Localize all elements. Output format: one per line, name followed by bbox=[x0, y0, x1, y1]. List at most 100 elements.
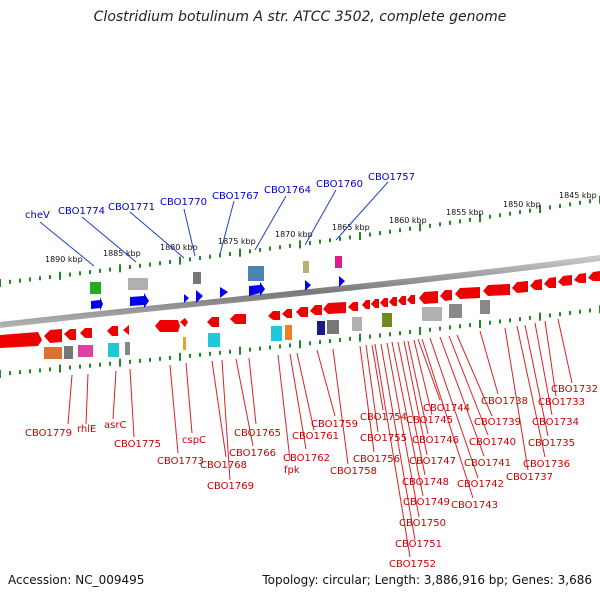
gene-label-CBO1737[interactable]: CBO1737 bbox=[506, 472, 553, 483]
forward-gene-arrow[interactable] bbox=[91, 297, 103, 311]
gene-label-CBO1736[interactable]: CBO1736 bbox=[523, 459, 570, 470]
reverse-gene-arrow[interactable] bbox=[407, 295, 415, 304]
gene-label-CBO1757[interactable]: CBO1757 bbox=[368, 172, 415, 183]
kbp-label: 1845 kbp bbox=[559, 191, 597, 200]
forward-gene-arrow[interactable] bbox=[249, 282, 265, 296]
reverse-gene-arrow[interactable] bbox=[230, 314, 246, 324]
reverse-gene-arrow[interactable] bbox=[207, 317, 219, 327]
forward-gene-arrow[interactable] bbox=[196, 290, 203, 303]
upper-scale-track bbox=[0, 195, 600, 287]
forward-gene-arrow[interactable] bbox=[184, 294, 189, 303]
reverse-feature-boxes bbox=[44, 300, 490, 359]
gene-label-CBO1740[interactable]: CBO1740 bbox=[469, 437, 516, 448]
gene-label-CBO1742[interactable]: CBO1742 bbox=[457, 479, 504, 490]
gene-label-CBO1764[interactable]: CBO1764 bbox=[264, 185, 311, 196]
lower-scale-track bbox=[0, 305, 600, 378]
feature-box bbox=[183, 337, 186, 350]
feature-box bbox=[271, 326, 282, 341]
reverse-gene-arrow[interactable] bbox=[544, 277, 556, 288]
gene-label-CBO1750[interactable]: CBO1750 bbox=[399, 518, 446, 529]
reverse-gene-arrow[interactable] bbox=[455, 287, 480, 299]
kbp-label: 1865 kbp bbox=[332, 223, 370, 232]
gene-label-cspC[interactable]: cspC bbox=[182, 435, 206, 446]
gene-label-CBO1743[interactable]: CBO1743 bbox=[451, 500, 498, 511]
gene-label-CBO1759[interactable]: CBO1759 bbox=[311, 419, 358, 430]
gene-label-CBO1734[interactable]: CBO1734 bbox=[532, 417, 579, 428]
reverse-gene-arrow[interactable] bbox=[0, 332, 42, 348]
gene-label-CBO1754[interactable]: CBO1754 bbox=[360, 412, 407, 423]
gene-label-CBO1732[interactable]: CBO1732 bbox=[551, 384, 598, 395]
reverse-gene-arrow[interactable] bbox=[44, 329, 62, 343]
gene-label-CBO1769[interactable]: CBO1769 bbox=[207, 481, 254, 492]
reverse-gene-arrow[interactable] bbox=[348, 302, 358, 311]
reverse-gene-arrow[interactable] bbox=[323, 302, 346, 314]
reverse-gene-arrow[interactable] bbox=[155, 320, 180, 332]
gene-label-CBO1773[interactable]: CBO1773 bbox=[157, 456, 204, 467]
forward-gene-arrow[interactable] bbox=[130, 293, 149, 308]
gene-label-CBO1761[interactable]: CBO1761 bbox=[292, 431, 339, 442]
feature-box bbox=[128, 278, 148, 290]
gene-label-CBO1751[interactable]: CBO1751 bbox=[395, 539, 442, 550]
reverse-gene-arrow[interactable] bbox=[389, 297, 397, 306]
gene-label-CBO1752[interactable]: CBO1752 bbox=[389, 559, 436, 570]
reverse-gene-arrow[interactable] bbox=[371, 299, 379, 308]
gene-label-fpk[interactable]: fpk bbox=[284, 465, 300, 476]
gene-label-CBO1768[interactable]: CBO1768 bbox=[200, 460, 247, 471]
reverse-gene-arrow[interactable] bbox=[398, 296, 406, 305]
gene-label-CBO1770[interactable]: CBO1770 bbox=[160, 197, 207, 208]
gene-label-CBO1741[interactable]: CBO1741 bbox=[464, 458, 511, 469]
reverse-gene-arrow[interactable] bbox=[268, 311, 280, 320]
gene-label-CBO1774[interactable]: CBO1774 bbox=[58, 206, 105, 217]
reverse-gene-arrow[interactable] bbox=[310, 305, 322, 315]
kbp-label: 1875 kbp bbox=[218, 237, 256, 246]
gene-label-asrC[interactable]: asrC bbox=[104, 420, 126, 431]
reverse-gene-arrow[interactable] bbox=[588, 271, 600, 281]
reverse-gene-arrow[interactable] bbox=[512, 281, 528, 293]
reverse-gene-labels: CBO1779 rhlE asrC CBO1775 CBO1773 cspC C… bbox=[25, 384, 598, 570]
gene-label-CBO1738[interactable]: CBO1738 bbox=[481, 396, 528, 407]
gene-label-CBO1746[interactable]: CBO1746 bbox=[412, 435, 459, 446]
gene-label-CBO1735[interactable]: CBO1735 bbox=[528, 438, 575, 449]
reverse-gene-arrow[interactable] bbox=[123, 325, 129, 335]
gene-label-CBO1748[interactable]: CBO1748 bbox=[402, 477, 449, 488]
gene-label-CBO1733[interactable]: CBO1733 bbox=[538, 397, 585, 408]
reverse-gene-arrow[interactable] bbox=[530, 279, 542, 290]
gene-label-CBO1760[interactable]: CBO1760 bbox=[316, 179, 363, 190]
gene-label-CBO1771[interactable]: CBO1771 bbox=[108, 202, 155, 213]
reverse-gene-arrow[interactable] bbox=[440, 290, 452, 301]
forward-gene-arrow[interactable] bbox=[220, 287, 228, 298]
reverse-gene-arrow[interactable] bbox=[362, 300, 370, 309]
reverse-gene-arrow[interactable] bbox=[558, 275, 572, 286]
gene-label-CBO1766[interactable]: CBO1766 bbox=[229, 448, 276, 459]
gene-label-CBO1758[interactable]: CBO1758 bbox=[330, 466, 377, 477]
gene-label-CBO1762[interactable]: CBO1762 bbox=[283, 453, 330, 464]
gene-label-CBO1765[interactable]: CBO1765 bbox=[234, 428, 281, 439]
reverse-gene-arrow[interactable] bbox=[380, 298, 388, 307]
reverse-gene-arrow[interactable] bbox=[574, 273, 586, 283]
reverse-gene-arrow[interactable] bbox=[80, 328, 92, 338]
gene-label-CBO1739[interactable]: CBO1739 bbox=[474, 417, 521, 428]
feature-box bbox=[327, 320, 339, 334]
gene-label-CBO1755[interactable]: CBO1755 bbox=[360, 433, 407, 444]
forward-gene-arrow[interactable] bbox=[339, 276, 345, 287]
genome-backbone bbox=[0, 255, 600, 328]
reverse-gene-arrow[interactable] bbox=[282, 309, 292, 318]
gene-label-CBO1779[interactable]: CBO1779 bbox=[25, 428, 72, 439]
gene-label-rhlE[interactable]: rhlE bbox=[77, 424, 96, 435]
gene-label-CBO1745[interactable]: CBO1745 bbox=[406, 415, 453, 426]
gene-label-CBO1747[interactable]: CBO1747 bbox=[409, 456, 456, 467]
reverse-gene-arrow[interactable] bbox=[107, 326, 118, 336]
gene-label-CBO1749[interactable]: CBO1749 bbox=[403, 497, 450, 508]
reverse-gene-arrow[interactable] bbox=[64, 329, 76, 340]
gene-label-cheV[interactable]: cheV bbox=[25, 210, 50, 221]
reverse-gene-arrow[interactable] bbox=[296, 307, 308, 317]
forward-gene-arrow[interactable] bbox=[305, 280, 311, 291]
reverse-gene-arrow[interactable] bbox=[483, 284, 510, 296]
gene-label-CBO1744[interactable]: CBO1744 bbox=[423, 403, 470, 414]
gene-label-CBO1775[interactable]: CBO1775 bbox=[114, 439, 161, 450]
reverse-gene-arrow[interactable] bbox=[180, 318, 188, 327]
gene-label-CBO1767[interactable]: CBO1767 bbox=[212, 191, 259, 202]
genome-title: Clostridium botulinum A str. ATCC 3502, … bbox=[93, 9, 507, 25]
gene-label-CBO1756[interactable]: CBO1756 bbox=[353, 454, 400, 465]
reverse-gene-arrow[interactable] bbox=[419, 291, 438, 304]
